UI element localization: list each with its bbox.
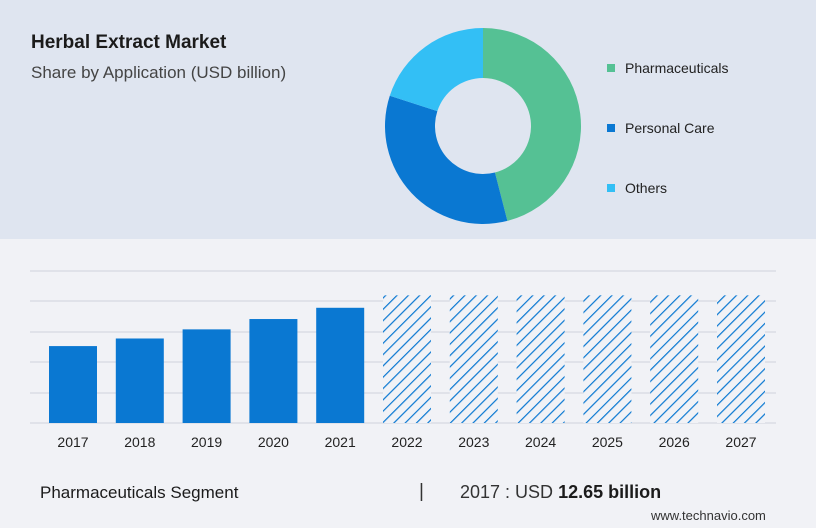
- legend-swatch: [607, 184, 615, 192]
- bar-2025: [583, 295, 632, 423]
- legend-item-others: Others: [607, 180, 667, 196]
- donut-chart: [385, 28, 581, 225]
- bar-2023: [449, 295, 498, 423]
- chart-subtitle: Share by Application (USD billion): [31, 63, 287, 82]
- chart-title: Herbal Extract Market: [31, 32, 227, 53]
- bar-2020: [249, 319, 298, 423]
- legend-label: Others: [625, 180, 668, 196]
- x-tick-label: 2022: [391, 434, 422, 450]
- bar-2018: [115, 338, 164, 423]
- footer-separator: |: [419, 481, 424, 502]
- bar-2017: [49, 346, 97, 423]
- segment-label: Pharmaceuticals Segment: [40, 483, 239, 502]
- donut-slice-pharmaceuticals: [483, 28, 581, 221]
- x-tick-label: 2024: [525, 434, 556, 450]
- legend-label: Pharmaceuticals: [625, 60, 729, 76]
- legend-label: Personal Care: [625, 120, 715, 136]
- x-tick-label: 2018: [124, 434, 155, 450]
- legend-item-personal-care: Personal Care: [607, 120, 715, 136]
- segment-value-amount: 12.65 billion: [558, 482, 662, 502]
- x-tick-label: 2023: [458, 434, 489, 450]
- bar-2019: [182, 329, 231, 423]
- legend-swatch: [607, 124, 615, 132]
- x-tick-label: 2019: [191, 434, 222, 450]
- legend-swatch: [607, 64, 615, 72]
- legend-item-pharmaceuticals: Pharmaceuticals: [607, 60, 729, 76]
- x-tick-label: 2025: [592, 434, 623, 450]
- bar-2021: [316, 307, 365, 423]
- x-tick-label: 2027: [725, 434, 756, 450]
- bar-2022: [383, 295, 431, 423]
- bar-2027: [717, 295, 765, 423]
- bar-2024: [516, 295, 565, 423]
- segment-value: 2017 : USD 12.65 billion: [460, 482, 661, 503]
- x-tick-label: 2021: [325, 434, 356, 450]
- bar-2026: [650, 295, 699, 423]
- x-tick-label: 2020: [258, 434, 289, 450]
- x-tick-label: 2026: [659, 434, 690, 450]
- donut-slice-others: [389, 28, 483, 112]
- segment-value-prefix: 2017 : USD: [460, 482, 554, 502]
- bar-chart: 2017 2018 2019 2020 2021 2022 2023 2024 2025 2026…: [30, 270, 776, 450]
- donut-slice-personal-care: [385, 95, 508, 225]
- brand-url: www.technavio.com: [651, 508, 766, 523]
- x-tick-label: 2017: [57, 434, 88, 450]
